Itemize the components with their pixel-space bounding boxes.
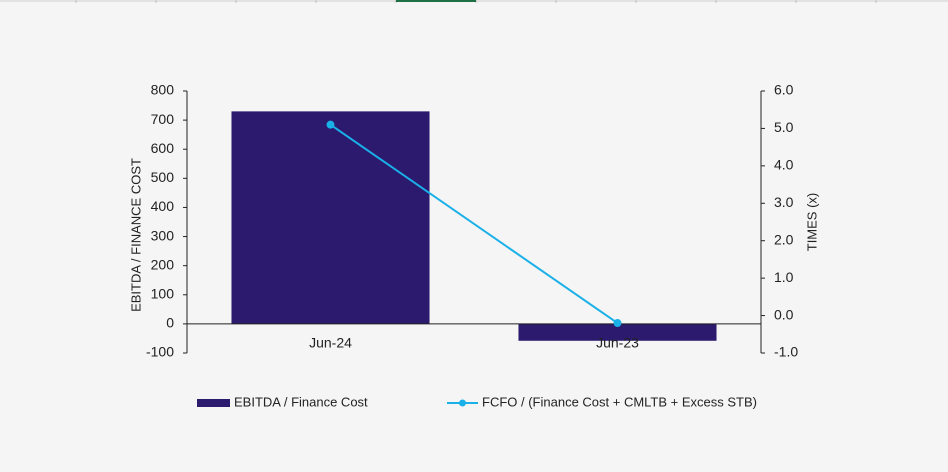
x-tick-label: Jun-23 <box>596 335 639 351</box>
y2-tick-label: 1.0 <box>774 269 794 285</box>
y-tick-label: 700 <box>151 111 175 127</box>
bar <box>518 323 717 341</box>
y2-tick-label: 6.0 <box>774 82 794 98</box>
y-tick-label: 800 <box>151 82 175 98</box>
y2-tick-label: 0.0 <box>774 306 794 322</box>
line-marker <box>613 319 622 328</box>
y2-tick-label: 5.0 <box>774 119 794 135</box>
y2-tick-label: 3.0 <box>774 194 794 210</box>
sheet-header-strip <box>0 0 948 3</box>
y2-tick-label: -1.0 <box>774 344 798 360</box>
y2-tick-label: 4.0 <box>774 157 794 173</box>
y-tick-label: 0 <box>166 315 174 331</box>
y-tick-label: 500 <box>151 169 175 185</box>
line-marker <box>326 120 335 129</box>
y-axis-title: EBITDA / FINANCE COST <box>128 158 143 312</box>
y-tick-label: 600 <box>151 140 175 156</box>
y-tick-label: 300 <box>151 227 175 243</box>
legend-swatch <box>197 399 230 407</box>
x-tick-label: Jun-24 <box>309 335 352 351</box>
legend-marker <box>459 399 466 407</box>
legend-label: EBITDA / Finance Cost <box>234 394 368 409</box>
y-tick-label: 400 <box>151 198 175 214</box>
y2-tick-label: 2.0 <box>774 231 794 247</box>
y-tick-label: 100 <box>151 285 175 301</box>
line <box>329 123 619 324</box>
y2-axis-title: TIMES (x) <box>804 193 819 252</box>
bar <box>231 111 430 324</box>
y-tick-label: 200 <box>151 256 175 272</box>
y-tick-label: -100 <box>146 344 174 360</box>
legend-label: FCFO / (Finance Cost + CMLTB + Excess ST… <box>482 394 757 409</box>
